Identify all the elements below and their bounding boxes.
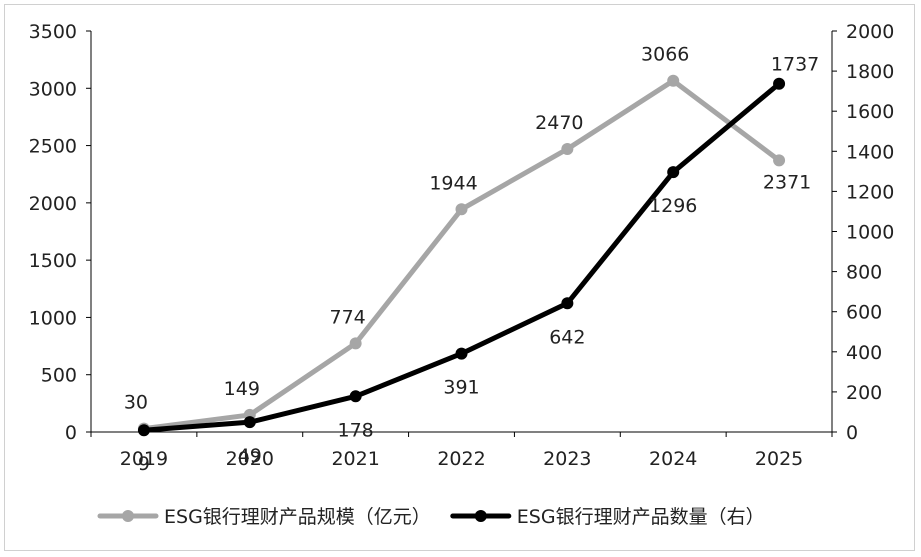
y-left-tick-label: 500 bbox=[41, 365, 77, 387]
series-1-data-label: 149 bbox=[224, 378, 260, 400]
series-1-data-label: 2371 bbox=[763, 171, 811, 193]
y-right-tick-label: 2000 bbox=[846, 21, 894, 43]
legend-swatch-marker-1 bbox=[122, 510, 134, 522]
axes-layer: 0 500 1000 1500 2000 2500 3000 3500 0 200 400 600 80… bbox=[29, 21, 895, 470]
series-2-point bbox=[243, 416, 256, 429]
x-tick-label: 2024 bbox=[649, 448, 697, 470]
x-tick-label: 2021 bbox=[331, 448, 379, 470]
legend: ESG银行理财产品规模（亿元） ESG银行理财产品数量（右） bbox=[97, 506, 765, 528]
y-right-tick-label: 0 bbox=[846, 422, 858, 444]
x-tick-label: 2020 bbox=[226, 448, 274, 470]
series-1-data-label: 2470 bbox=[535, 112, 583, 134]
series-2-data-label: 391 bbox=[443, 377, 479, 399]
line-chart: 0 500 1000 1500 2000 2500 3000 3500 0 200 400 600 80… bbox=[29, 21, 895, 528]
series-2-data-label: 9 bbox=[138, 453, 150, 475]
series-2-data-label: 49 bbox=[238, 445, 262, 467]
chart-frame: 0 500 1000 1500 2000 2500 3000 3500 0 200 400 600 80… bbox=[4, 4, 915, 551]
legend-swatch-marker-2 bbox=[474, 510, 487, 522]
y-right-tick-label: 1800 bbox=[846, 61, 894, 83]
series-2-point bbox=[137, 424, 150, 437]
series-2-point bbox=[773, 77, 786, 90]
y-right-tick-label: 800 bbox=[846, 262, 882, 284]
x-tick-label: 2022 bbox=[437, 448, 485, 470]
y-right-tick-label: 1600 bbox=[846, 101, 894, 123]
legend-label-1: ESG银行理财产品规模（亿元） bbox=[164, 506, 431, 528]
series-1-point bbox=[561, 143, 574, 156]
series-2-point bbox=[455, 347, 468, 360]
series-1-data-label: 774 bbox=[330, 306, 366, 328]
series-2-data-label: 178 bbox=[338, 419, 374, 441]
series-2-point bbox=[667, 166, 680, 179]
y-right-tick-label: 1000 bbox=[846, 222, 894, 244]
y-right-tick-label: 600 bbox=[846, 302, 882, 324]
series-1-point bbox=[667, 74, 680, 87]
y-left-tick-label: 2000 bbox=[29, 193, 77, 215]
y-right-tick-label: 1200 bbox=[846, 181, 894, 203]
y-right-tick-label: 1400 bbox=[846, 141, 894, 163]
y-right-tick-label: 200 bbox=[846, 382, 882, 404]
y-right-tick-label: 400 bbox=[846, 342, 882, 364]
series-2-point bbox=[561, 297, 574, 310]
series-2-data-label: 642 bbox=[549, 326, 585, 348]
y-left-tick-label: 3000 bbox=[29, 78, 77, 100]
series-1-data-label: 3066 bbox=[641, 44, 689, 66]
y-left-tick-label: 0 bbox=[65, 422, 77, 444]
series-1-data-label: 1944 bbox=[429, 172, 477, 194]
series-2-data-label: 1296 bbox=[649, 195, 697, 217]
series-1-point bbox=[773, 154, 786, 167]
y-left-tick-label: 2500 bbox=[29, 136, 77, 158]
x-tick-label: 2023 bbox=[543, 448, 591, 470]
series-2-data-label: 1737 bbox=[771, 54, 819, 76]
y-left-tick-label: 1000 bbox=[29, 307, 77, 329]
lines-layer bbox=[137, 74, 786, 437]
legend-label-2: ESG银行理财产品数量（右） bbox=[517, 506, 765, 528]
x-tick-label: 2025 bbox=[755, 448, 803, 470]
labels-layer: 30 149 774 1944 2470 3066 2371 9 49 178 391 642 1296… bbox=[124, 44, 819, 475]
x-tick-label: 2019 bbox=[120, 448, 168, 470]
series-1-data-label: 30 bbox=[124, 392, 148, 414]
y-left-tick-label: 1500 bbox=[29, 250, 77, 272]
series-1-point bbox=[455, 203, 468, 216]
y-left-tick-label: 3500 bbox=[29, 21, 77, 43]
series-1-point bbox=[349, 337, 362, 350]
series-2-point bbox=[349, 390, 362, 403]
